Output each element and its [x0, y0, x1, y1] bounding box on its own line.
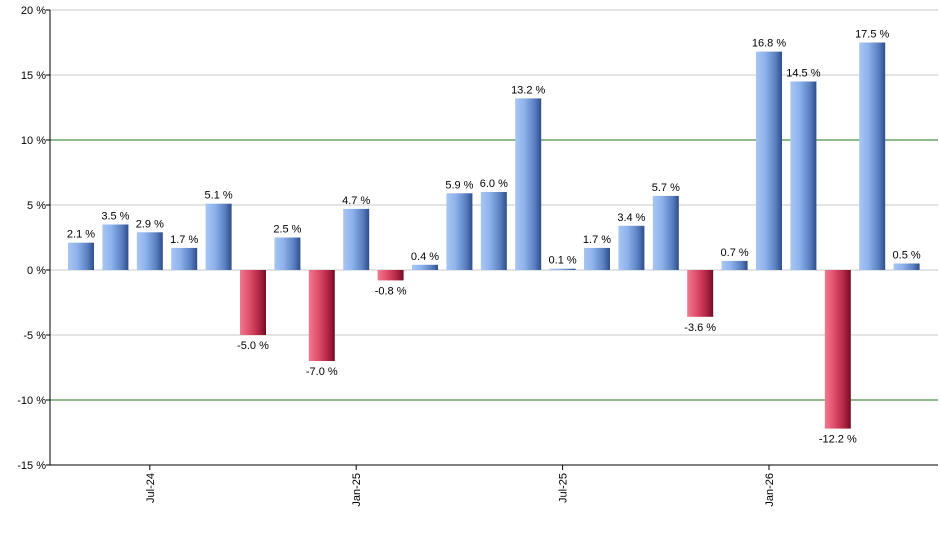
bar [652, 195, 679, 270]
bar [308, 270, 335, 361]
bar [790, 81, 817, 270]
data-label: 3.4 % [617, 212, 645, 224]
bar [618, 225, 645, 270]
bar [515, 98, 542, 271]
bar [584, 247, 610, 270]
data-label: -5.0 % [237, 340, 269, 352]
bar [171, 247, 198, 270]
bar [446, 193, 473, 270]
data-label: 14.5 % [786, 68, 820, 80]
data-label: 0.4 % [411, 251, 439, 263]
data-label: 6.0 % [480, 178, 508, 190]
y-tick-label: 15 % [21, 70, 46, 82]
bar [136, 232, 163, 270]
data-label: 3.5 % [101, 211, 129, 223]
data-label: 2.9 % [136, 218, 164, 230]
bar [480, 192, 507, 270]
data-label: 1.7 % [583, 234, 611, 246]
data-label: -0.8 % [375, 285, 407, 297]
data-label: 5.7 % [652, 182, 680, 194]
bar [68, 242, 94, 270]
y-tick-label: 20 % [21, 5, 46, 17]
bar [343, 208, 370, 270]
bar [412, 264, 438, 270]
x-tick-label: Jul-25 [558, 473, 570, 503]
x-tick-label: Jan-25 [351, 473, 363, 507]
y-tick-label: -5 % [23, 330, 46, 342]
data-label: 1.7 % [170, 234, 198, 246]
bar [893, 263, 920, 270]
data-label: 4.7 % [342, 195, 370, 207]
y-tick-label: -15 % [17, 460, 46, 472]
y-tick-label: 5 % [27, 200, 46, 212]
bar [274, 237, 301, 270]
bar [687, 270, 714, 317]
bar [859, 42, 886, 270]
data-labels: 2.1 % 3.5 % 2.9 % 1.7 % 5.1 % -5.0 % 2.5 % -7.0… [67, 29, 921, 446]
data-label: 13.2 % [511, 84, 545, 96]
data-label: -12.2 % [819, 434, 857, 446]
bar [756, 51, 782, 270]
data-label: 0.1 % [549, 255, 577, 267]
data-label: 0.7 % [721, 247, 749, 259]
bar [205, 203, 232, 270]
x-tick-label: Jan-26 [764, 473, 776, 507]
bar [721, 260, 748, 270]
x-tick-label: Jul-24 [145, 473, 157, 503]
bar [240, 270, 266, 335]
data-label: 2.5 % [273, 224, 301, 236]
y-tick-label: -10 % [17, 395, 46, 407]
data-label: 5.1 % [205, 190, 233, 202]
y-tick-label: 0 % [27, 265, 46, 277]
data-label: -3.6 % [684, 322, 716, 334]
data-label: 17.5 % [855, 29, 889, 41]
data-label: 2.1 % [67, 229, 95, 241]
y-tick-label: 10 % [21, 135, 46, 147]
data-label: -7.0 % [306, 366, 338, 378]
bar [824, 270, 851, 429]
bars [68, 42, 920, 429]
axes: -15 % -10 % -5 % 0 % 5 % 10 % 15 % 20 % Jul-24 Ja… [17, 5, 938, 507]
data-label: 16.8 % [752, 38, 786, 50]
bar [549, 268, 576, 270]
data-label: 5.9 % [445, 179, 473, 191]
bar [377, 270, 404, 281]
bar [102, 224, 129, 270]
data-label: 0.5 % [893, 250, 921, 262]
